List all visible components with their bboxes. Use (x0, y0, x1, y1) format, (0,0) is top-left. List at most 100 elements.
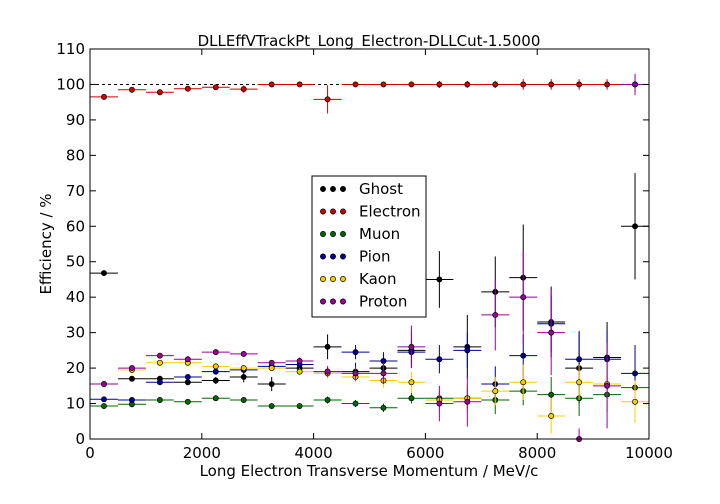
legend-entry-pion: Pion (359, 248, 391, 266)
legend-marker (340, 186, 346, 192)
y-tick-label: 110 (56, 40, 85, 58)
data-point (156, 379, 163, 386)
data-point (464, 398, 471, 405)
data-point (492, 81, 499, 88)
y-tick-label: 70 (66, 182, 85, 200)
data-point (408, 379, 415, 386)
data-point (156, 352, 163, 359)
data-point (240, 374, 247, 380)
legend-marker (340, 208, 346, 215)
data-point (492, 388, 499, 395)
x-axis-label: Long Electron Transverse Momentum / MeV/… (200, 462, 539, 480)
data-point (352, 349, 359, 356)
legend-marker (320, 253, 326, 260)
data-point (184, 85, 191, 92)
data-point (212, 84, 219, 91)
legend-marker (330, 186, 336, 192)
data-point (380, 370, 387, 377)
x-tick-label: 8000 (518, 444, 556, 462)
legend-marker (330, 276, 336, 282)
legend-entry-proton: Proton (359, 293, 407, 311)
data-point (380, 404, 387, 411)
data-point (324, 368, 331, 375)
y-tick-label: 50 (66, 253, 85, 271)
data-point (240, 350, 247, 357)
y-tick-label: 40 (66, 288, 85, 306)
data-point (212, 368, 219, 375)
y-tick-label: 80 (66, 146, 85, 164)
legend: Ghost Electron Muon Pion Kaon Proton (311, 175, 427, 318)
data-point (296, 81, 303, 88)
data-point (632, 81, 638, 88)
legend-marker (340, 276, 346, 282)
y-tick-label: 30 (66, 324, 85, 342)
data-point (156, 397, 163, 403)
data-point (128, 375, 135, 382)
data-point (576, 356, 583, 363)
legend-marker (330, 208, 336, 215)
data-point (240, 397, 247, 403)
data-point (576, 81, 583, 88)
data-point (268, 403, 275, 409)
legend-marker (330, 253, 336, 260)
data-point (436, 276, 443, 283)
data-point (101, 403, 107, 409)
legend-marker (320, 298, 326, 305)
data-point (268, 81, 275, 88)
y-tick-label: 90 (66, 111, 85, 129)
legend-box (311, 175, 427, 318)
legend-entry-ghost: Ghost (359, 180, 403, 198)
series-muon (90, 369, 649, 416)
data-point (296, 368, 303, 375)
data-point (240, 86, 247, 93)
plot-frame (89, 48, 650, 440)
data-point (296, 403, 303, 409)
x-tick-label: 6000 (406, 444, 444, 462)
data-point (604, 382, 611, 389)
series-electron (90, 77, 649, 114)
data-point (101, 93, 107, 100)
x-tick-label: 10000 (625, 444, 673, 462)
legend-marker (340, 231, 346, 237)
data-point (548, 81, 555, 88)
data-point (520, 81, 527, 88)
data-point (604, 81, 611, 88)
legend-marker (320, 208, 326, 215)
data-point (184, 379, 191, 386)
data-point (101, 396, 107, 403)
data-point (128, 365, 135, 372)
data-point (268, 365, 275, 372)
data-point (632, 370, 638, 377)
legend-entry-muon: Muon (359, 225, 400, 243)
data-point (101, 381, 107, 387)
legend-marker (320, 186, 326, 192)
data-point (380, 81, 387, 88)
y-tick-label: 0 (75, 430, 85, 448)
data-point (520, 294, 527, 301)
data-point (324, 397, 331, 403)
data-point (184, 356, 191, 363)
data-point (632, 398, 638, 405)
data-point (128, 397, 135, 403)
data-point (352, 370, 359, 377)
plot-area (90, 73, 649, 442)
y-tick-label: 100 (56, 75, 85, 93)
data-point (296, 358, 303, 364)
legend-marker (320, 231, 326, 237)
y-axis-label: Efficiency / % (37, 193, 55, 294)
data-point (212, 395, 219, 402)
data-point (464, 347, 471, 354)
legend-entry-electron: Electron (359, 203, 421, 221)
data-point (436, 81, 443, 88)
data-point (324, 343, 331, 350)
data-point (436, 356, 443, 363)
data-point (268, 359, 275, 366)
data-point (240, 365, 247, 372)
y-tick-label: 20 (66, 359, 85, 377)
legend-marker (340, 298, 346, 305)
y-tick-label: 60 (66, 217, 85, 235)
data-point (492, 311, 499, 318)
legend-entry-kaon: Kaon (359, 270, 396, 288)
data-point (352, 81, 359, 88)
